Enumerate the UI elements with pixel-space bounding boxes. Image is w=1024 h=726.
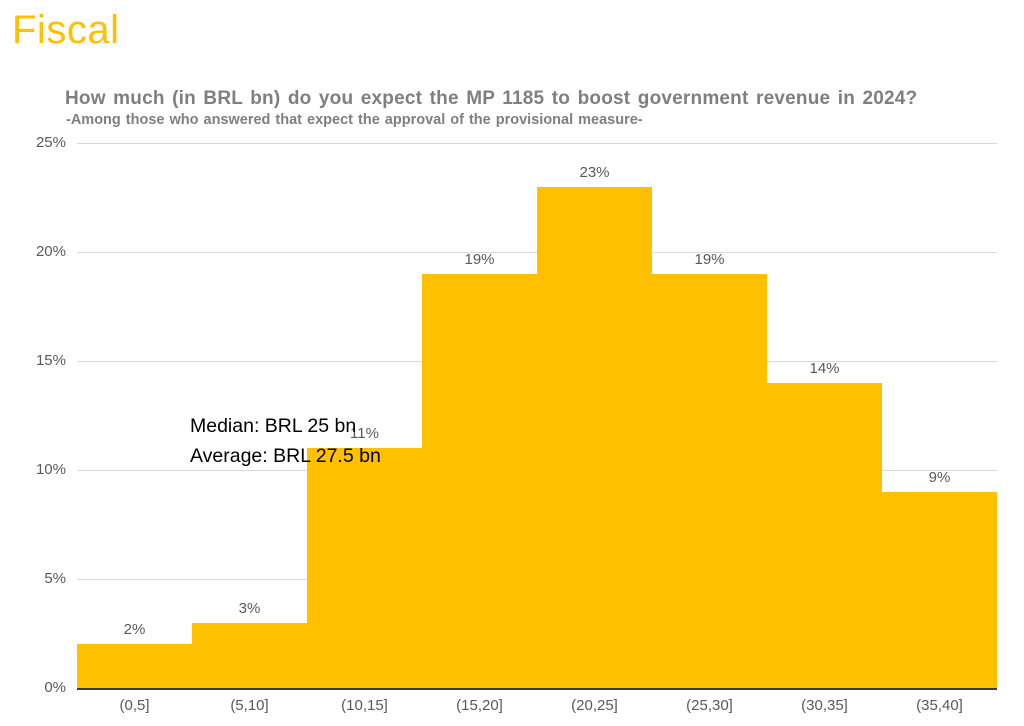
chart-subtitle: -Among those who answered that expect th… xyxy=(66,112,643,128)
x-axis-tick-label: (20,25] xyxy=(571,697,618,714)
page-title: Fiscal xyxy=(12,8,120,52)
y-axis: 0% 5% 10% 15% 20% 25% xyxy=(0,134,66,696)
bar-(0,5] xyxy=(77,644,192,688)
x-axis-tick-label: (0,5] xyxy=(119,697,150,714)
chart-title: How much (in BRL bn) do you expect the M… xyxy=(65,88,918,109)
bar-value-label: 23% xyxy=(579,163,610,181)
x-axis: (0,5] (5,10] (10,15] (15,20] (20,25] (25,30] (… xyxy=(77,697,997,719)
y-axis-tick-label: 0% xyxy=(44,679,66,696)
bar-(10,15] xyxy=(307,448,422,688)
x-axis-tick-label: (25,30] xyxy=(686,697,733,714)
bar-value-label: 11% xyxy=(350,425,379,443)
x-axis-tick-label: (30,35] xyxy=(801,697,848,714)
x-axis-tick-label: (10,15] xyxy=(341,697,388,714)
plot-area: Median: BRL 25 bn Average: BRL 27.5 bn 2… xyxy=(77,143,997,690)
median-annotation: Median: BRL 25 bn xyxy=(190,415,357,437)
bar-value-label: 3% xyxy=(238,599,261,617)
y-axis-tick-label: 20% xyxy=(35,243,66,260)
bar-(20,25] xyxy=(537,186,652,688)
y-axis-tick-label: 25% xyxy=(35,134,66,151)
bar-(5,10] xyxy=(192,622,307,688)
average-annotation: Average: BRL 27.5 bn xyxy=(190,445,381,467)
x-axis-tick-label: (15,20] xyxy=(456,697,503,714)
gridline xyxy=(77,143,997,144)
x-axis-tick-label: (35,40] xyxy=(916,697,963,714)
bar-(30,35] xyxy=(767,382,882,688)
bar-value-label: 2% xyxy=(123,621,146,639)
stats-annotation: Median: BRL 25 bn Average: BRL 27.5 bn xyxy=(190,411,381,471)
bar-value-label: 19% xyxy=(464,250,495,268)
y-axis-tick-label: 10% xyxy=(35,461,66,478)
bar-(35,40] xyxy=(882,491,997,688)
y-axis-tick-label: 15% xyxy=(35,352,66,369)
bar-value-label: 19% xyxy=(694,250,725,268)
bar-value-label: 14% xyxy=(809,359,840,377)
bar-(25,30] xyxy=(652,273,767,688)
y-axis-tick-label: 5% xyxy=(44,570,66,587)
x-axis-tick-label: (5,10] xyxy=(230,697,269,714)
bar-value-label: 9% xyxy=(928,468,951,486)
bar-(15,20] xyxy=(422,273,537,688)
